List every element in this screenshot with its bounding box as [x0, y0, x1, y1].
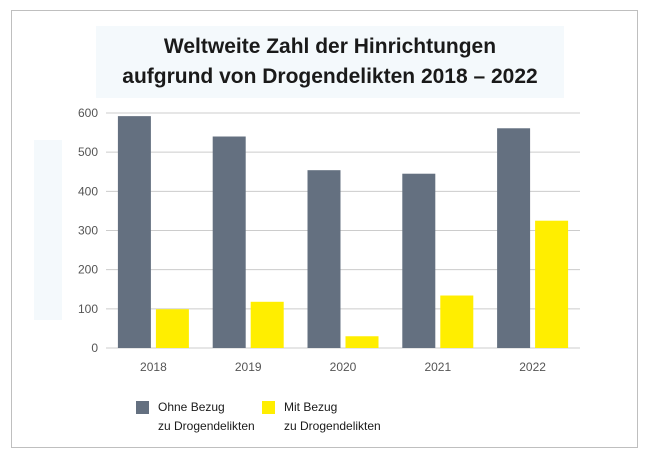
chart-title-line-1: Weltweite Zahl der Hinrichtungen — [163, 35, 497, 58]
x-tick-label-2021: 2021 — [424, 360, 451, 374]
chart-title: Weltweite Zahl der Hinrichtungen aufgrun… — [96, 32, 564, 92]
x-tick-label-2022: 2022 — [519, 360, 546, 374]
bar-mit-bezug-2019 — [250, 301, 284, 348]
legend-label-mit-line-2: zu Drogendelikten — [284, 419, 381, 433]
y-tick-label-600: 600 — [78, 106, 98, 120]
chart-title-line-2: aufgrund von Drogendelikten 2018 – 2022 — [122, 65, 538, 88]
legend-label-ohne-line-2: zu Drogendelikten — [158, 419, 255, 433]
legend-label-ohne-line-1: Ohne Bezug — [158, 400, 225, 414]
y-tick-label-200: 200 — [78, 263, 98, 277]
bar-mit-bezug-2018 — [155, 309, 189, 348]
legend-label-mit-line-1: Mit Bezug — [284, 400, 338, 414]
bar-ohne-bezug-2021 — [402, 173, 436, 348]
bar-ohne-bezug-2019 — [212, 136, 246, 348]
legend-swatch-mit-bezug — [262, 401, 275, 414]
bar-ohne-bezug-2020 — [307, 170, 341, 348]
y-tick-label-100: 100 — [78, 302, 98, 316]
bar-mit-bezug-2022 — [535, 220, 569, 348]
bar-mit-bezug-2021 — [440, 295, 474, 348]
x-tick-label-2020: 2020 — [330, 360, 357, 374]
y-tick-label-500: 500 — [78, 145, 98, 159]
x-tick-label-2019: 2019 — [235, 360, 262, 374]
bar-ohne-bezug-2022 — [497, 128, 531, 348]
x-tick-label-2018: 2018 — [140, 360, 167, 374]
y-axis-background — [34, 140, 62, 320]
bar-mit-bezug-2020 — [345, 336, 379, 348]
bar-ohne-bezug-2018 — [117, 116, 151, 348]
y-tick-label-0: 0 — [91, 341, 98, 355]
legend-swatch-ohne-bezug — [136, 401, 149, 414]
y-tick-label-300: 300 — [78, 224, 98, 238]
title-background — [96, 26, 564, 98]
y-tick-label-400: 400 — [78, 184, 98, 198]
